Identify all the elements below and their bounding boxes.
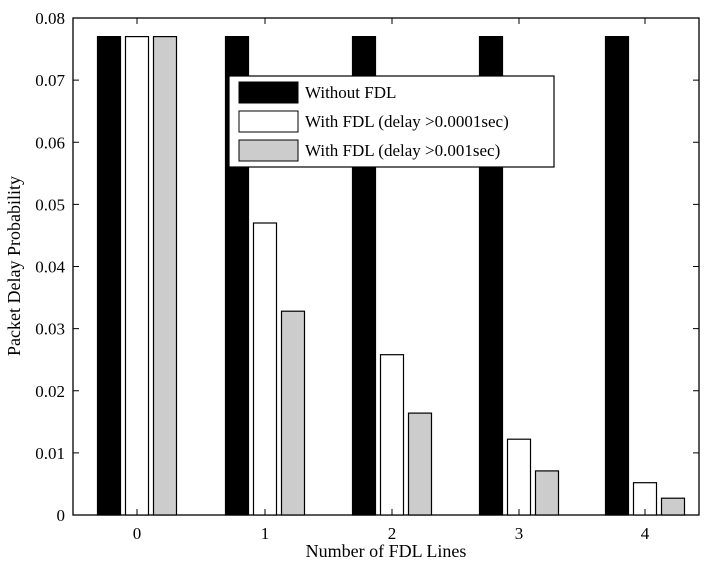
y-tick-label: 0.07 — [35, 71, 65, 90]
legend-label-fdl-0001: With FDL (delay >0.0001sec) — [305, 112, 509, 131]
bar-series-2-cat-4 — [660, 497, 686, 516]
x-axis-title: Number of FDL Lines — [306, 541, 467, 561]
bar-series-0-cat-4 — [604, 35, 630, 516]
legend-swatch-without-fdl — [238, 81, 299, 104]
legend: Without FDL With FDL (delay >0.0001sec) … — [228, 75, 555, 168]
bar-series-2-cat-3 — [534, 470, 560, 516]
y-tick-label: 0.04 — [35, 258, 65, 277]
legend-label-fdl-001: With FDL (delay >0.001sec) — [305, 141, 500, 160]
legend-swatch-fdl-0001 — [238, 110, 299, 133]
y-axis: 0 0.01 0.02 0.03 0.04 0.05 0.06 0.07 0.08 — [35, 9, 699, 525]
y-tick-label: 0.05 — [35, 195, 65, 214]
legend-swatch-fdl-001 — [238, 139, 299, 162]
x-tick-label: 0 — [133, 524, 142, 543]
bar-series-2-cat-2 — [407, 412, 433, 516]
x-tick-label: 2 — [388, 524, 397, 543]
bar-series-0-cat-0 — [96, 35, 122, 516]
y-tick-label: 0 — [57, 506, 66, 525]
bar-series-1-cat-1 — [252, 222, 278, 516]
y-axis-title: Packet Delay Probability — [4, 176, 24, 356]
bar-series-2-cat-0 — [152, 35, 178, 516]
y-tick-label: 0.02 — [35, 382, 65, 401]
x-tick-label: 4 — [641, 524, 650, 543]
x-tick-label: 1 — [261, 524, 270, 543]
x-tick-label: 3 — [515, 524, 524, 543]
y-tick-label: 0.03 — [35, 320, 65, 339]
y-tick-label: 0.08 — [35, 9, 65, 28]
y-tick-label: 0.06 — [35, 133, 65, 152]
y-tick-label: 0.01 — [35, 444, 65, 463]
bar-series-2-cat-1 — [280, 310, 306, 516]
legend-label-without-fdl: Without FDL — [305, 83, 396, 102]
bar-series-1-cat-3 — [506, 438, 532, 516]
bar-series-1-cat-0 — [124, 35, 150, 516]
bar-series-1-cat-2 — [379, 354, 405, 516]
x-axis: 0 1 2 3 4 — [133, 18, 650, 543]
